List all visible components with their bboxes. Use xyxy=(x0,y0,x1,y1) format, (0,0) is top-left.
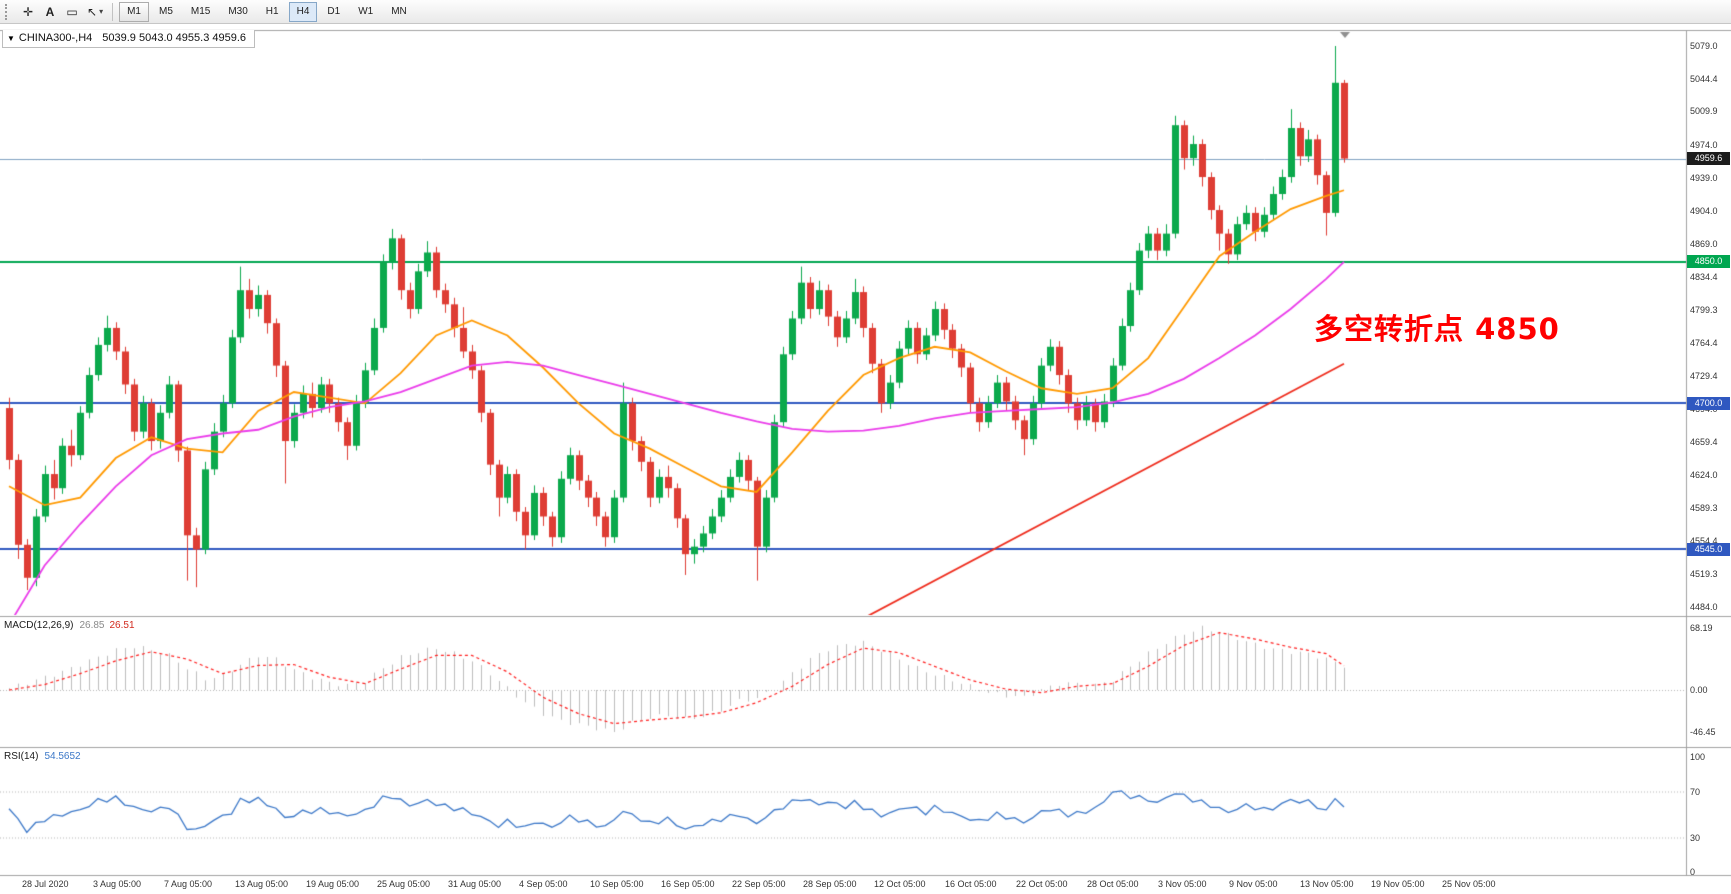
rsi-axis-label: 100 xyxy=(1690,752,1706,762)
price-axis-label: 4764.4 xyxy=(1690,337,1718,348)
price-tag-4850-0: 4850.0 xyxy=(1687,255,1730,269)
price-tag-4545-0: 4545.0 xyxy=(1687,542,1730,556)
timeframe-button-w1[interactable]: W1 xyxy=(350,2,381,22)
price-axis-label: 4484.0 xyxy=(1690,602,1718,612)
timeframe-button-m15[interactable]: M15 xyxy=(183,2,218,22)
rectangle-tool-icon[interactable]: ▭ xyxy=(61,2,83,22)
chart-canvas[interactable] xyxy=(0,24,1731,894)
price-axis-label: 4624.0 xyxy=(1690,470,1718,480)
price-axis-label: 4554.4 xyxy=(1690,535,1718,546)
price-axis-label: 4834.4 xyxy=(1690,271,1718,282)
rsi-name: RSI(14) xyxy=(4,751,39,762)
price-axis-label: 4519.3 xyxy=(1690,568,1718,579)
time-axis-label: 28 Sep 05:00 xyxy=(803,879,857,889)
time-axis-label: 3 Nov 05:00 xyxy=(1158,879,1207,889)
macd-axis-label: 68.19 xyxy=(1690,622,1713,633)
price-axis-label: 5009.9 xyxy=(1690,106,1718,117)
toolbar-grip[interactable] xyxy=(5,3,12,20)
price-axis-label: 4729.4 xyxy=(1690,370,1718,381)
collapse-icon[interactable]: ▼ xyxy=(7,34,15,43)
timeframe-toolbar: M1 M5 M15 M30 H1 H4 D1 W1 MN xyxy=(118,1,416,22)
crosshair-icon[interactable]: ✛ xyxy=(17,2,39,22)
time-axis-label: 25 Aug 05:00 xyxy=(377,879,431,889)
time-axis-label: 19 Aug 05:00 xyxy=(306,879,360,889)
time-axis-label: 7 Aug 05:00 xyxy=(164,879,213,889)
rsi-axis-label: 0 xyxy=(1690,867,1696,877)
macd-indicator-label: MACD(12,26,9) 26.85 26.51 xyxy=(4,620,135,631)
macd-main-value: 26.85 xyxy=(79,620,105,631)
price-axis-label: 4869.0 xyxy=(1690,239,1718,249)
rsi-axis-label: 70 xyxy=(1690,786,1701,797)
ohlc-values: 5039.9 5043.0 4955.3 4959.6 xyxy=(102,32,247,44)
timeframe-button-m1[interactable]: M1 xyxy=(119,1,149,22)
time-axis-label: 28 Jul 2020 xyxy=(22,879,69,889)
toolbar: ✛ A ▭ ↖ ▾ M1 M5 M15 M30 H1 H4 D1 W1 MN xyxy=(0,0,1731,24)
price-axis-label: 4974.0 xyxy=(1690,140,1718,150)
price-axis-label: 4589.3 xyxy=(1690,502,1718,513)
time-axis-label: 16 Oct 05:00 xyxy=(945,879,997,889)
chevron-down-icon: ▾ xyxy=(99,7,104,16)
chart-annotation: 多空转折点 4850 xyxy=(1314,312,1560,346)
rsi-axis-label: 30 xyxy=(1690,832,1701,843)
macd-name: MACD(12,26,9) xyxy=(4,620,74,631)
price-axis-label: 4799.3 xyxy=(1690,304,1718,315)
macd-axis-label: -46.45 xyxy=(1690,727,1716,738)
toolbar-tools: ✛ A ▭ ↖ ▾ xyxy=(17,2,107,22)
time-axis-label: 13 Aug 05:00 xyxy=(235,879,289,889)
timeframe-button-d1[interactable]: D1 xyxy=(319,2,348,22)
timeframe-button-m30[interactable]: M30 xyxy=(220,2,255,22)
price-axis-label: 5044.4 xyxy=(1690,73,1718,84)
rsi-value: 54.5652 xyxy=(44,751,81,762)
price-axis-label: 5079.0 xyxy=(1690,41,1718,51)
time-axis-label: 28 Oct 05:00 xyxy=(1087,879,1139,889)
time-axis-label: 31 Aug 05:00 xyxy=(448,879,502,889)
timeframe-button-h1[interactable]: H1 xyxy=(258,2,287,22)
time-axis-label: 12 Oct 05:00 xyxy=(874,879,926,889)
time-axis-label: 16 Sep 05:00 xyxy=(661,879,715,889)
macd-signal-value: 26.51 xyxy=(109,620,135,631)
price-tag-4959-6: 4959.6 xyxy=(1687,152,1730,166)
timeframe-button-mn[interactable]: MN xyxy=(383,2,415,22)
rsi-indicator-label: RSI(14) 54.5652 xyxy=(4,751,81,762)
time-axis-label: 3 Aug 05:00 xyxy=(93,879,142,889)
price-axis-label: 4904.0 xyxy=(1690,206,1718,216)
symbol-timeframe: CHINA300-,H4 xyxy=(18,32,93,44)
timeframe-button-h4[interactable]: H4 xyxy=(288,1,318,22)
time-axis-label: 19 Nov 05:00 xyxy=(1371,879,1425,889)
price-axis-label: 4659.4 xyxy=(1690,436,1718,447)
time-axis-label: 25 Nov 05:00 xyxy=(1442,879,1496,889)
time-axis-label: 22 Sep 05:00 xyxy=(732,879,786,889)
time-axis-label: 4 Sep 05:00 xyxy=(519,879,568,889)
toolbar-separator xyxy=(112,2,114,21)
time-axis-label: 13 Nov 05:00 xyxy=(1300,879,1354,889)
text-label-icon[interactable]: A xyxy=(39,2,61,22)
pointer-tool-icon[interactable]: ↖ ▾ xyxy=(83,2,107,22)
price-tag-4700-0: 4700.0 xyxy=(1687,396,1730,410)
chart-title: ▼ CHINA300-,H4 5039.9 5043.0 4955.3 4959.6 xyxy=(2,30,256,48)
timeframe-button-m5[interactable]: M5 xyxy=(151,2,181,22)
time-axis-label: 9 Nov 05:00 xyxy=(1229,879,1278,889)
price-axis-label: 4939.0 xyxy=(1690,173,1718,183)
time-axis-label: 22 Oct 05:00 xyxy=(1016,879,1068,889)
time-axis-label: 10 Sep 05:00 xyxy=(590,879,644,889)
macd-axis-label: 0.00 xyxy=(1690,685,1708,695)
